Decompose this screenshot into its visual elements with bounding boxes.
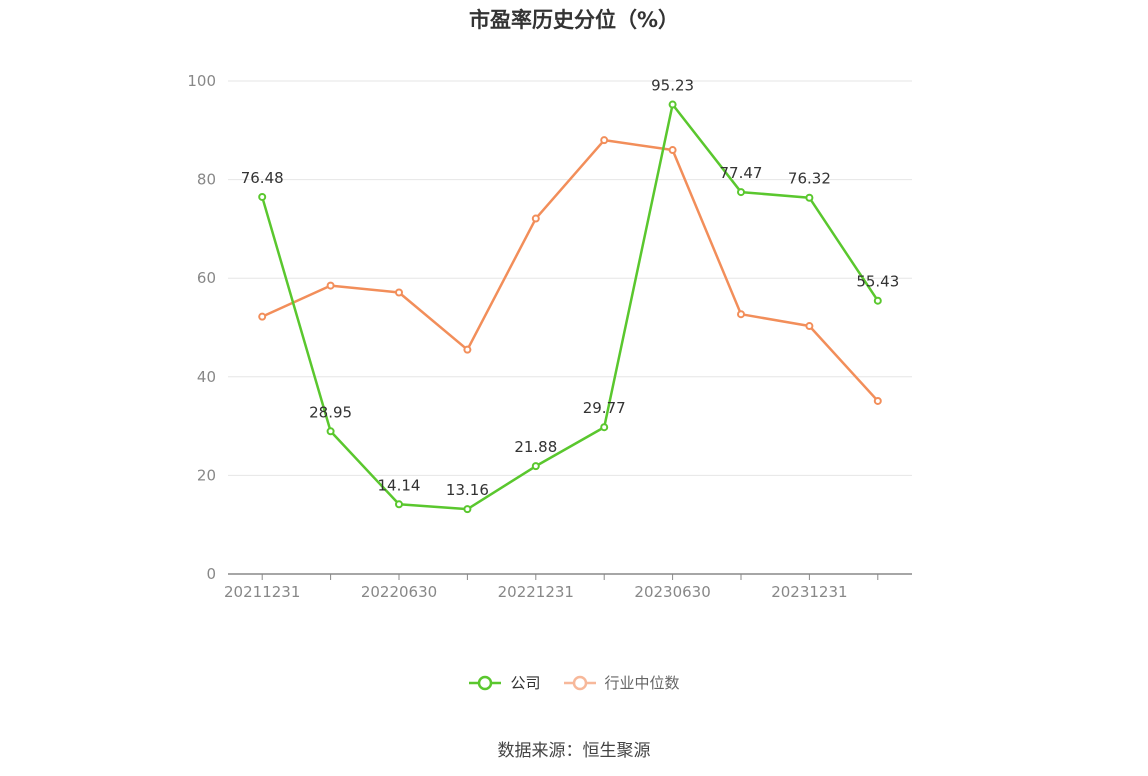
legend-label-industry-median: 行业中位数 [604, 674, 680, 692]
series-layer [258, 100, 882, 514]
chart-title: 市盈率历史分位（%） [468, 8, 680, 32]
x-tick-label: 20220630 [361, 583, 437, 601]
data-point-industry-median[interactable] [805, 322, 814, 331]
legend: 公司 行业中位数 [0, 672, 1148, 693]
data-point-industry-median[interactable] [326, 281, 335, 290]
data-label-company: 29.77 [583, 399, 626, 417]
y-tick-label: 80 [197, 171, 216, 189]
source-note: 数据来源：恒生聚源 [497, 741, 651, 761]
data-label-company: 28.95 [309, 403, 352, 421]
data-labels: 76.48 28.95 14.14 13.16 21.88 29.77 95.23 77.47… [241, 77, 900, 500]
data-point-industry-median[interactable] [668, 146, 677, 155]
data-point-company[interactable] [463, 505, 472, 514]
data-label-company: 14.14 [378, 476, 421, 494]
legend-item-company[interactable]: 公司 [468, 672, 541, 693]
data-label-company: 95.23 [651, 77, 694, 95]
data-label-company: 77.47 [720, 164, 763, 182]
x-tick-label: 20231231 [771, 583, 847, 601]
data-point-industry-median[interactable] [395, 288, 403, 297]
data-point-industry-median[interactable] [600, 136, 609, 145]
y-tick-label: 0 [206, 565, 216, 583]
data-point-company[interactable] [258, 192, 267, 201]
data-label-company: 55.43 [856, 273, 899, 291]
series-line-industry-median [261, 138, 879, 402]
data-label-company: 21.88 [514, 438, 557, 456]
data-point-industry-median[interactable] [737, 310, 745, 319]
data-point-company[interactable] [395, 500, 403, 509]
data-label-company: 76.48 [241, 169, 284, 187]
data-point-company[interactable] [668, 100, 677, 109]
data-label-company: 13.16 [446, 481, 489, 499]
y-tick-label: 100 [187, 72, 216, 90]
data-label-company: 76.32 [788, 170, 831, 188]
data-point-company[interactable] [873, 296, 882, 305]
legend-label-company: 公司 [510, 674, 541, 692]
x-tick-label: 20211231 [224, 583, 300, 601]
data-point-industry-median[interactable] [463, 345, 472, 354]
data-point-company[interactable] [600, 423, 609, 432]
data-point-company[interactable] [531, 462, 540, 471]
y-tick-label: 40 [197, 368, 216, 386]
legend-line-marker-icon [563, 675, 596, 690]
series-line-company [261, 103, 879, 511]
data-point-company[interactable] [326, 427, 335, 436]
data-point-company[interactable] [737, 188, 745, 197]
legend-line-marker-icon [469, 675, 502, 690]
x-tick-label: 20230630 [634, 583, 710, 601]
y-tick-label: 20 [197, 466, 216, 484]
y-tick-label: 60 [197, 269, 216, 287]
axes: 0 20 40 60 80 100 20211231 20220630 20221231 2023… [187, 72, 912, 601]
data-point-company[interactable] [805, 193, 814, 202]
x-tick-label: 20221231 [498, 583, 574, 601]
legend-item-industry-median[interactable]: 行业中位数 [563, 672, 680, 693]
data-point-industry-median[interactable] [258, 312, 267, 321]
data-point-industry-median[interactable] [873, 396, 882, 405]
data-point-industry-median[interactable] [531, 214, 540, 223]
